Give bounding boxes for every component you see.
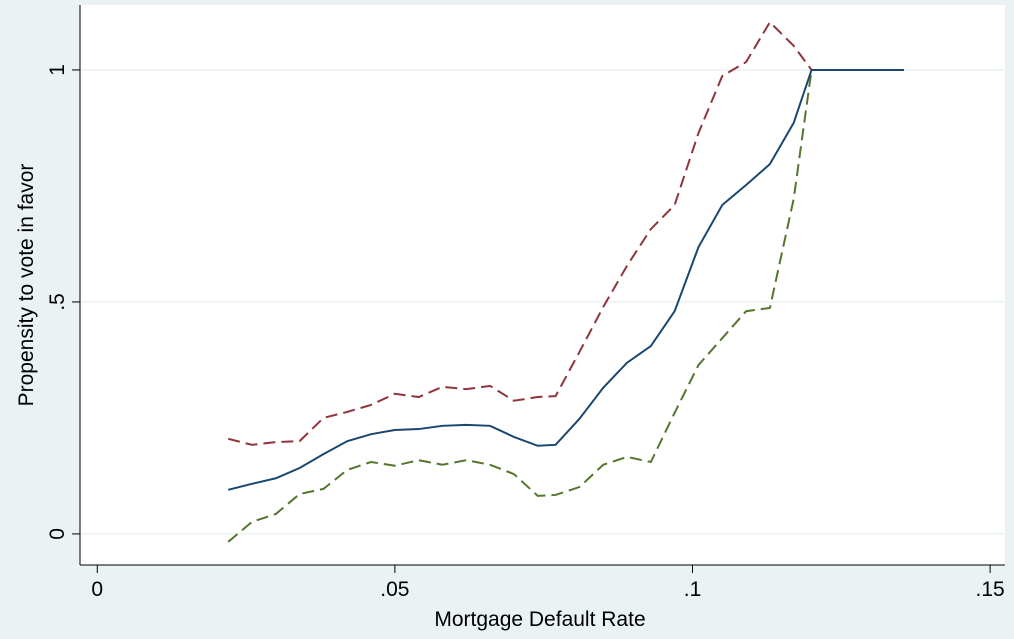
series-line — [227, 20, 904, 446]
plot-area — [80, 5, 1005, 565]
x-tick-label: 0 — [91, 578, 103, 601]
x-tick-label: .1 — [684, 578, 702, 601]
y-tick-label: 0 — [46, 528, 69, 540]
y-tick-label: 1 — [46, 64, 69, 76]
series-line — [227, 68, 904, 491]
x-tick-label: .05 — [380, 578, 409, 601]
y-axis-label: Propensity to vote in favor — [15, 164, 38, 407]
y-tick-label: .5 — [46, 293, 69, 311]
series-line — [227, 68, 904, 543]
x-axis-label: Mortgage Default Rate — [434, 608, 645, 631]
x-tick-label: .15 — [976, 578, 1005, 601]
